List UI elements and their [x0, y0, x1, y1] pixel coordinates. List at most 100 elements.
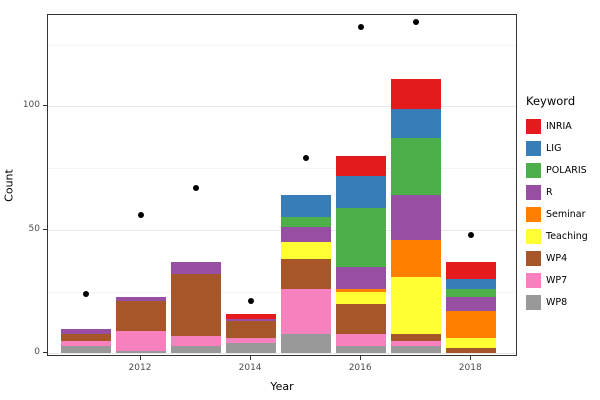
bar-segment-r [391, 195, 441, 240]
legend-item-wp4: WP4 [526, 247, 588, 269]
x-tick-mark [470, 356, 472, 360]
x-tick-mark [140, 356, 141, 360]
bar-segment-wp7 [116, 331, 166, 351]
bar-segment-wp7 [391, 340, 441, 346]
x-tick-label: 2014 [238, 363, 262, 373]
bar-segment-r [61, 328, 111, 334]
bar-segment-wp4 [116, 301, 166, 332]
bar-segment-wp8 [391, 345, 441, 354]
bar-segment-wp8 [116, 350, 166, 354]
bar-segment-lig [281, 195, 331, 218]
y-tick-mark [43, 228, 47, 230]
y-tick-label: 50 [28, 223, 40, 234]
legend-swatch-icon [526, 118, 541, 134]
legend-label: INRIA [546, 120, 572, 132]
plot-panel [47, 14, 517, 356]
bar-segment-seminar [336, 289, 386, 292]
bar-segment-r [171, 261, 221, 275]
y-tick-mark [43, 105, 47, 107]
data-point [413, 19, 420, 26]
x-axis-title: Year [270, 380, 294, 393]
y-tick-label: 0 [34, 347, 40, 358]
bar-segment-polaris [281, 217, 331, 228]
legend-swatch-icon [526, 206, 541, 222]
bar-segment-polaris [336, 207, 386, 267]
bar-segment-wp4 [391, 333, 441, 341]
legend-item-lig: LIG [526, 137, 588, 159]
legend-swatch-icon [526, 140, 541, 156]
bar-segment-r [281, 227, 331, 243]
bar-segment-seminar [446, 311, 496, 339]
data-point [303, 155, 310, 162]
bar-segment-wp8 [61, 345, 111, 354]
legend-label: R [546, 186, 553, 198]
bar-segment-polaris [446, 289, 496, 297]
data-point [248, 298, 255, 305]
legend-item-inria: INRIA [526, 115, 588, 137]
legend-swatch-icon [526, 184, 541, 200]
y-tick-label: 100 [22, 100, 40, 111]
bar-segment-wp7 [61, 340, 111, 346]
bar-segment-lig [446, 279, 496, 290]
bar-segment-r [226, 318, 276, 322]
legend-item-wp7: WP7 [526, 269, 588, 291]
data-point [82, 291, 89, 298]
major-gridline [48, 353, 516, 355]
legend-label: WP8 [546, 296, 568, 308]
bar-segment-wp4 [171, 274, 221, 336]
data-point [468, 231, 475, 238]
bar-segment-teaching [281, 242, 331, 260]
x-tick-mark [250, 356, 252, 360]
bar-segment-inria [391, 79, 441, 109]
bar-segment-inria [226, 313, 276, 319]
major-gridline [48, 106, 516, 108]
legend-swatch-icon [526, 250, 541, 266]
legend: Keyword INRIA LIG POLARIS R Seminar Teaching W… [526, 94, 588, 313]
bar-segment-wp8 [336, 345, 386, 354]
bar-segment-wp4 [336, 303, 386, 334]
bar-segment-wp7 [226, 338, 276, 344]
bar-segment-r [446, 296, 496, 312]
bar-segment-inria [446, 261, 496, 280]
legend-swatch-icon [526, 162, 541, 178]
legend-swatch-icon [526, 294, 541, 310]
legend-label: POLARIS [546, 164, 587, 176]
legend-label: WP4 [546, 252, 568, 264]
legend-label: WP7 [546, 274, 568, 286]
bar-segment-inria [336, 155, 386, 176]
legend-item-wp8: WP8 [526, 291, 588, 313]
bar-segment-wp8 [226, 343, 276, 354]
bar-segment-wp8 [171, 345, 221, 354]
legend-label: Seminar [546, 208, 586, 220]
bar-segment-wp7 [171, 336, 221, 346]
data-point [138, 212, 144, 218]
x-tick-mark [360, 356, 362, 360]
bar-segment-wp4 [446, 348, 496, 354]
bar-segment-teaching [336, 291, 386, 304]
legend-title: Keyword [526, 94, 576, 108]
legend-swatch-icon [526, 228, 541, 244]
legend-item-r: R [526, 181, 588, 203]
bar-segment-lig [336, 175, 386, 208]
y-axis-title: Count [2, 169, 16, 202]
bar-segment-r [116, 296, 166, 302]
bar-segment-teaching [446, 338, 496, 349]
bar-segment-seminar [391, 239, 441, 277]
bar-segment-wp4 [61, 333, 111, 341]
legend-label: Teaching [546, 230, 588, 242]
bar-segment-teaching [391, 276, 441, 334]
bar-segment-wp7 [336, 333, 386, 346]
legend-item-polaris: POLARIS [526, 159, 588, 181]
legend-swatch-icon [526, 272, 541, 288]
data-point [193, 184, 200, 191]
legend-item-teaching: Teaching [526, 225, 588, 247]
x-tick-label: 2016 [348, 363, 372, 373]
y-tick-mark [43, 352, 47, 354]
bar-segment-wp7 [281, 289, 331, 334]
bar-segment-lig [391, 108, 441, 139]
minor-gridline [48, 168, 516, 170]
bar-segment-wp4 [281, 259, 331, 290]
bar-segment-polaris [391, 138, 441, 196]
legend-items: INRIA LIG POLARIS R Seminar Teaching WP4 WP7 WP8 [526, 115, 588, 313]
